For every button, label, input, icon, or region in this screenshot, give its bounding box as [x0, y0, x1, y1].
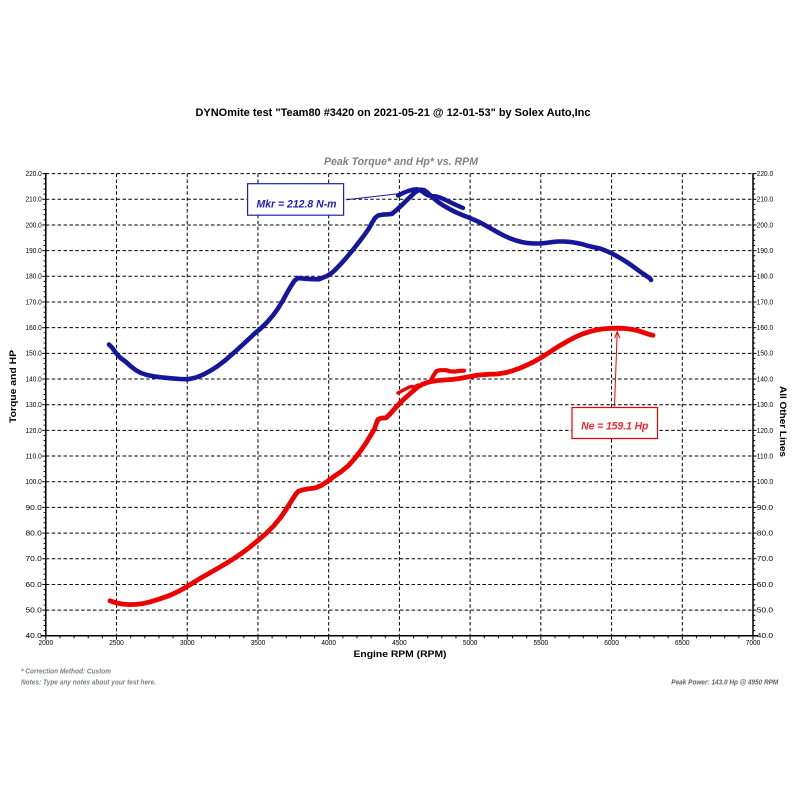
svg-text:* Correction Method: Custom: * Correction Method: Custom: [21, 669, 111, 676]
svg-text:160.0: 160.0: [26, 325, 42, 332]
svg-text:110.0: 110.0: [757, 453, 773, 460]
svg-text:2000: 2000: [39, 640, 54, 647]
svg-text:5000: 5000: [463, 640, 478, 647]
svg-text:200.0: 200.0: [757, 222, 773, 229]
svg-text:3500: 3500: [251, 640, 266, 647]
svg-text:130.0: 130.0: [757, 402, 773, 409]
svg-text:40.0: 40.0: [757, 633, 773, 640]
svg-text:190.0: 190.0: [757, 248, 773, 255]
svg-text:DYNOmite test "Team80 #3420 on: DYNOmite test "Team80 #3420 on 2021-05-2…: [196, 107, 591, 119]
svg-text:Engine RPM (RPM): Engine RPM (RPM): [354, 649, 447, 659]
svg-text:80.0: 80.0: [26, 530, 42, 537]
svg-text:160.0: 160.0: [757, 325, 773, 332]
svg-text:120.0: 120.0: [26, 428, 42, 435]
svg-text:4500: 4500: [392, 640, 407, 647]
svg-text:Ne = 159.1 Hp: Ne = 159.1 Hp: [581, 421, 648, 433]
svg-text:60.0: 60.0: [26, 582, 42, 589]
svg-text:6500: 6500: [675, 640, 690, 647]
svg-text:60.0: 60.0: [757, 582, 773, 589]
svg-text:150.0: 150.0: [757, 351, 773, 358]
svg-text:6000: 6000: [604, 640, 619, 647]
svg-text:50.0: 50.0: [757, 608, 773, 615]
svg-text:70.0: 70.0: [757, 556, 773, 563]
svg-text:70.0: 70.0: [26, 556, 42, 563]
svg-text:210.0: 210.0: [26, 197, 42, 204]
svg-text:100.0: 100.0: [757, 479, 773, 486]
svg-text:Mkr = 212.8 N-m: Mkr = 212.8 N-m: [257, 198, 337, 210]
svg-text:5500: 5500: [534, 640, 549, 647]
svg-text:210.0: 210.0: [757, 197, 773, 204]
svg-text:Torque and HP: Torque and HP: [8, 349, 19, 423]
svg-text:4000: 4000: [321, 640, 336, 647]
svg-text:170.0: 170.0: [26, 299, 42, 306]
svg-text:150.0: 150.0: [26, 351, 42, 358]
svg-text:220.0: 220.0: [26, 171, 42, 178]
svg-text:190.0: 190.0: [26, 248, 42, 255]
svg-text:3000: 3000: [180, 640, 195, 647]
svg-text:All Other Lines: All Other Lines: [777, 386, 788, 457]
svg-text:100.0: 100.0: [26, 479, 42, 486]
svg-text:Peak Power: 143.0 Hp @ 4950 RP: Peak Power: 143.0 Hp @ 4950 RPM: [671, 677, 779, 686]
svg-text:140.0: 140.0: [757, 376, 773, 383]
svg-text:2500: 2500: [109, 640, 124, 647]
svg-text:140.0: 140.0: [26, 376, 42, 383]
svg-text:90.0: 90.0: [26, 505, 42, 512]
svg-text:40.0: 40.0: [26, 633, 42, 640]
svg-text:180.0: 180.0: [757, 274, 773, 281]
svg-text:50.0: 50.0: [26, 608, 42, 615]
svg-text:120.0: 120.0: [757, 428, 773, 435]
svg-text:130.0: 130.0: [26, 402, 42, 409]
svg-text:Notes: Type any notes about yo: Notes: Type any notes about your test he…: [21, 679, 156, 686]
svg-text:7000: 7000: [746, 640, 761, 647]
svg-text:220.0: 220.0: [757, 171, 773, 178]
svg-text:110.0: 110.0: [26, 453, 42, 460]
svg-text:90.0: 90.0: [757, 505, 773, 512]
svg-text:80.0: 80.0: [757, 530, 773, 537]
svg-text:170.0: 170.0: [757, 299, 773, 306]
svg-text:180.0: 180.0: [26, 274, 42, 281]
svg-text:200.0: 200.0: [26, 222, 42, 229]
svg-text:Peak Torque* and Hp* vs. RPM: Peak Torque* and Hp* vs. RPM: [324, 156, 479, 168]
